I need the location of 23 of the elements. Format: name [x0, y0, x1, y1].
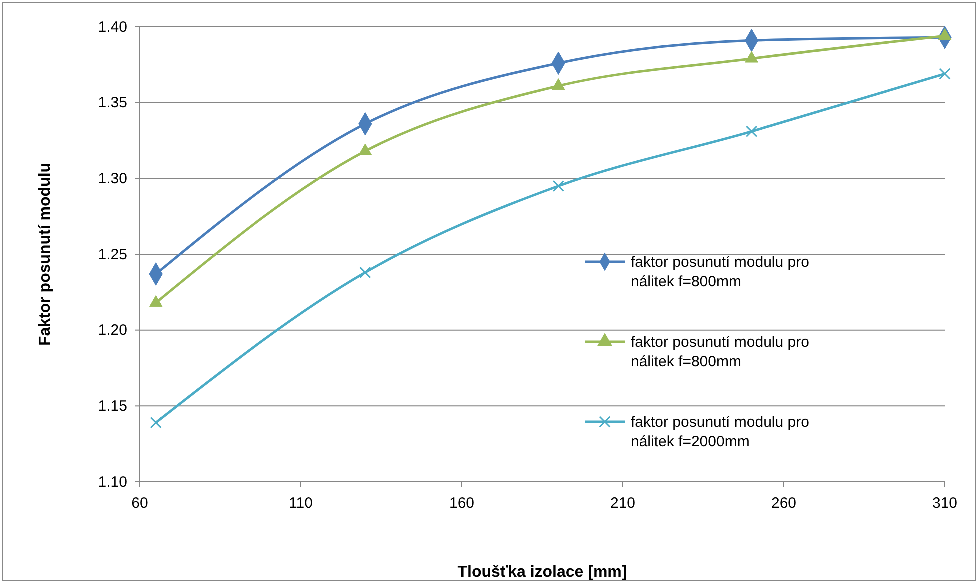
x-tick-label: 210: [610, 495, 636, 512]
x-tick-label: 260: [771, 495, 797, 512]
y-tick-label: 1.20: [98, 322, 128, 340]
point: [360, 266, 372, 279]
legend-label: faktor posunutí modulu pro nálitek f=800mm: [631, 254, 810, 290]
legend-label: faktor posunutí modulu pro nálitek f=800mm: [631, 334, 810, 370]
point: [746, 126, 758, 138]
point: [552, 180, 564, 192]
x-tick-label: 60: [132, 495, 148, 512]
y-tick-label: 1.30: [98, 170, 128, 188]
x-tick-label: 160: [449, 495, 475, 512]
y-tick-label: 1.10: [98, 474, 128, 491]
x-tick-label: 110: [289, 495, 313, 512]
y-tick-label: 1.40: [98, 18, 128, 36]
y-axis-title: Faktor posunutí modulu: [37, 162, 54, 346]
y-tick-label: 1.25: [98, 246, 128, 264]
y-tick-label: 1.35: [98, 94, 128, 112]
x-axis-title: Tloušťka izolace [mm]: [458, 564, 628, 581]
point: [150, 416, 162, 429]
point: [939, 68, 951, 80]
x-tick-label: 310: [932, 495, 958, 512]
legend-label: faktor posunutí modulu pro nálitek f=2000mm: [631, 414, 810, 450]
y-tick-label: 1.15: [98, 398, 128, 415]
